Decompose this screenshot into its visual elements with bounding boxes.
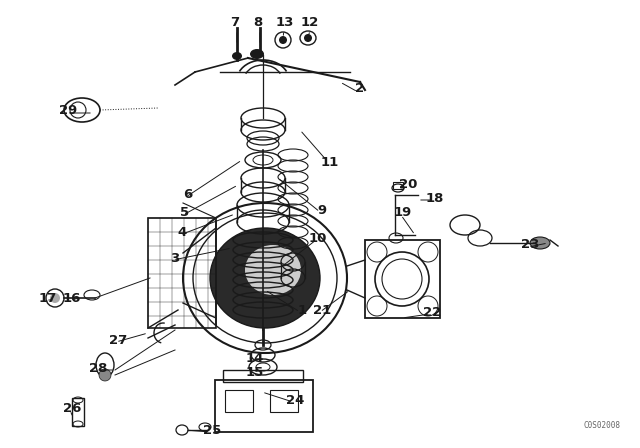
Text: 29: 29 [59,103,77,116]
Text: 10: 10 [309,232,327,245]
Text: 22: 22 [423,306,441,319]
Bar [393,182,403,189]
Text: 18: 18 [426,191,444,204]
Text: 7: 7 [230,16,239,29]
Ellipse shape [250,49,264,59]
Text: 13: 13 [276,16,294,29]
Text: 23: 23 [521,238,539,251]
Bar [270,390,298,412]
Ellipse shape [304,34,312,42]
Ellipse shape [99,369,111,381]
Ellipse shape [245,245,301,295]
Text: 2: 2 [355,82,365,95]
Ellipse shape [279,36,287,44]
Text: 14: 14 [246,352,264,365]
Text: 20: 20 [399,178,417,191]
Text: 8: 8 [253,16,262,29]
Bar [148,218,216,328]
Text: C0S02008: C0S02008 [584,422,621,431]
Text: 1: 1 [298,303,307,316]
Text: 9: 9 [317,203,326,216]
Text: 5: 5 [180,207,189,220]
Bar [223,370,303,382]
Text: 25: 25 [203,423,221,436]
Ellipse shape [210,228,320,328]
Text: 12: 12 [301,16,319,29]
Bar [225,390,253,412]
Text: 27: 27 [109,333,127,346]
Text: 3: 3 [170,251,180,264]
Text: 19: 19 [394,207,412,220]
Text: 11: 11 [321,155,339,168]
Bar [365,240,440,318]
Ellipse shape [530,237,550,249]
Text: 15: 15 [246,366,264,379]
Text: 21: 21 [313,303,331,316]
Text: 26: 26 [63,401,81,414]
Text: 28: 28 [89,362,107,375]
Text: 4: 4 [177,227,187,240]
Bar [72,398,84,426]
Ellipse shape [50,293,60,303]
Text: 16: 16 [63,292,81,305]
Text: 17: 17 [39,292,57,305]
Text: 6: 6 [184,189,193,202]
Ellipse shape [232,52,242,60]
Text: 24: 24 [286,393,304,406]
Bar [215,380,313,432]
